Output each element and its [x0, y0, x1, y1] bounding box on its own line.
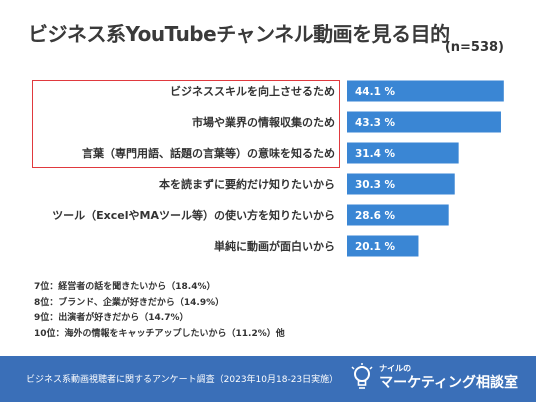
chart-title: ビジネス系YouTubeチャンネル動画を見る目的 — [28, 22, 450, 46]
bar — [347, 111, 501, 133]
category-label: 単純に動画が面白いから — [214, 239, 335, 253]
bar-value-label: 43.3 % — [355, 117, 396, 129]
lightbulb-icon — [351, 363, 373, 389]
bar — [347, 235, 419, 257]
bar — [347, 204, 449, 226]
category-label: ビジネススキルを向上させるため — [170, 84, 335, 98]
bar-value-label: 31.4 % — [355, 148, 396, 160]
other-reason-7: 7位：経営者の話を聞きたいから（18.4%） — [34, 282, 216, 292]
bar — [347, 173, 455, 195]
highlight-frame — [32, 80, 340, 168]
other-reason-9: 9位：出演者が好きだから（14.7%） — [34, 313, 189, 323]
category-label: ツール（ExcelやMAツール等）の使い方を知りたいから — [52, 208, 335, 222]
bar-value-label: 20.1 % — [355, 241, 396, 253]
survey-source: ビジネス系動画視聴者に関するアンケート調査（2023年10月18-23日実施） — [26, 375, 339, 385]
logo-small-text: ナイルの — [379, 364, 412, 373]
sample-size-label: (n=538) — [444, 40, 504, 55]
bar-value-label: 30.3 % — [355, 179, 396, 191]
other-reason-10: 10位：海外の情報をキャッチアップしたいから（11.2%）他 — [34, 328, 285, 339]
category-label: 本を読まずに要約だけ知りたいから — [159, 177, 335, 191]
other-reason-8: 8位：ブランド、企業が好きだから（14.9%） — [34, 297, 225, 308]
footer-bar: ビジネス系動画視聴者に関するアンケート調査（2023年10月18-23日実施） … — [0, 356, 536, 402]
bar-value-label: 44.1 % — [355, 86, 396, 98]
bar-chart: ビジネススキルを向上させるため 44.1 % 市場や業界の情報収集のため 43.3 %… — [52, 80, 504, 257]
brand-logo: ナイルの マーケティング相談室 — [349, 362, 518, 394]
bar — [347, 142, 459, 164]
bar — [347, 80, 504, 102]
other-reasons-list: 7位：経営者の話を聞きたいから（18.4%） 8位：ブランド、企業が好きだから（… — [34, 280, 285, 342]
logo-main-text: マーケティング相談室 — [379, 375, 518, 391]
category-label: 言葉（専門用語、話題の言葉等）の意味を知るため — [82, 146, 335, 160]
category-label: 市場や業界の情報収集のため — [192, 115, 335, 129]
bar-value-label: 28.6 % — [355, 210, 396, 222]
